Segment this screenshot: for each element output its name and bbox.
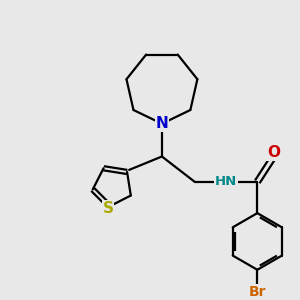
Text: HN: HN [215,175,237,188]
Text: O: O [267,146,280,160]
Text: Br: Br [249,284,266,298]
Text: S: S [103,201,114,216]
Text: N: N [155,116,168,131]
